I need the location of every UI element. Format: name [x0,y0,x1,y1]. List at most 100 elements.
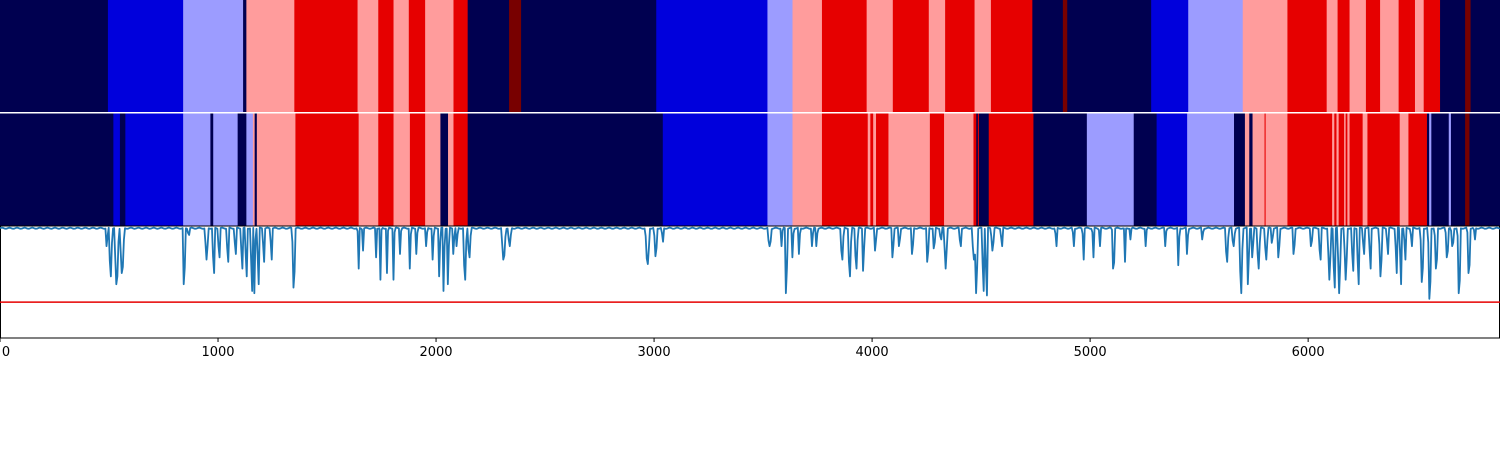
bottom-strip-segment [873,113,877,226]
bottom-strip-segment [1332,113,1335,226]
bottom-strip-segment [246,113,254,226]
top-strip-segment [821,0,868,112]
top-strip-segment [1062,0,1068,112]
bottom-strip-segment [976,113,979,226]
bottom-strip-segment [876,113,889,226]
x-tick-label: 2000 [419,345,452,360]
signal-panel [0,225,1500,339]
top-strip-segment [945,0,975,112]
signal-line [0,226,1500,300]
signal-panel-frame [0,225,1500,339]
top-strip-segment [521,0,657,112]
state-strip-top [0,0,1500,112]
bottom-strip-segment [448,113,454,226]
top-strip-segment [1365,0,1381,112]
bottom-strip-segment [378,113,394,226]
bottom-strip-segment [1448,113,1452,226]
bottom-strip-segment [425,113,441,226]
bottom-strip-segment [1156,113,1188,226]
top-strip-segment [378,0,394,112]
top-strip-segment [1067,0,1152,112]
top-strip-segment [1465,0,1471,112]
bottom-strip-segment [1429,113,1432,226]
top-strip-segment [0,0,109,112]
bottom-strip-segment [870,113,874,226]
bottom-strip-segment [1349,113,1364,226]
bottom-strip-segment [1187,113,1235,226]
bottom-strip-segment [1252,113,1265,226]
bottom-strip-segment [977,113,980,226]
bottom-strip-segment [662,113,768,226]
bottom-strip-segment [929,113,945,226]
x-tick-label: 3000 [638,345,671,360]
bottom-strip-segment [1399,113,1409,226]
bottom-strip-segment [440,113,449,226]
top-strip-segment [1151,0,1189,112]
bottom-strip-segment [1450,113,1466,226]
bottom-strip-segment [1249,113,1253,226]
x-tick-label: 6000 [1292,345,1325,360]
bottom-strip-segment [888,113,931,226]
bottom-strip-segment [1465,113,1470,226]
top-strip-segment [357,0,379,112]
top-strip-segment [1414,0,1425,112]
bottom-strip-segment [213,113,239,226]
top-strip-segment [393,0,410,112]
bottom-strip-segment [409,113,426,226]
bottom-strip-segment [0,113,114,226]
bottom-strip-segment [1338,113,1345,226]
bottom-strip-segment [256,113,296,226]
bottom-strip-segment [119,113,126,226]
top-strip-segment [1380,0,1400,112]
top-strip-segment [1398,0,1416,112]
bottom-strip-segment [237,113,247,226]
bottom-strip-segment [1133,113,1158,226]
bottom-strip-segment [1265,113,1288,226]
x-tick-label: 4000 [856,345,889,360]
bottom-strip-segment [1344,113,1347,226]
bottom-strip-segment [125,113,184,226]
top-strip-segment [243,0,247,112]
bottom-strip-segment [792,113,823,226]
bottom-strip-segment [113,113,121,226]
x-axis: 0 1000 2000 3000 4000 5000 6000 [0,338,1325,360]
top-strip-segment [408,0,426,112]
bottom-strip-segment [1367,113,1401,226]
bottom-strip-segment [1362,113,1368,226]
top-strip-segment [928,0,946,112]
bottom-strip-segment [1336,113,1340,226]
state-strip-bottom [0,113,1500,226]
top-strip-segment [866,0,894,112]
bottom-strip-segment [1431,113,1450,226]
top-strip-segment [767,0,793,112]
bottom-strip-segment [1264,113,1267,226]
bottom-strip-segment [254,113,258,226]
bottom-strip-segment [1244,113,1250,226]
bottom-strip-segment [467,113,664,226]
bottom-strip-segment [210,113,214,226]
top-strip-segment [1349,0,1367,112]
bottom-strip-segment [944,113,974,226]
top-strip-segment [294,0,358,112]
bottom-strip-segment [1086,113,1135,226]
x-tick-label: 0 [2,345,10,360]
bottom-strip-segment [821,113,869,226]
bottom-strip-segment [978,113,990,226]
strip-divider [0,112,1500,114]
top-strip-segment [974,0,992,112]
bottom-strip-segment [393,113,411,226]
top-strip-segment [183,0,244,112]
bottom-strip-segment [1408,113,1428,226]
top-strip-segment [107,0,184,112]
top-strip-segment [1326,0,1338,112]
bottom-strip-segment [183,113,211,226]
bottom-strip-segment [1033,113,1088,226]
top-strip-segment [453,0,469,112]
bottom-strip-segment [295,113,360,226]
bottom-strip-segment [867,113,871,226]
bottom-strip-segment [1345,113,1348,226]
top-strip-segment [509,0,522,112]
bottom-strip-segment [973,113,977,226]
top-strip-segment [1423,0,1441,112]
